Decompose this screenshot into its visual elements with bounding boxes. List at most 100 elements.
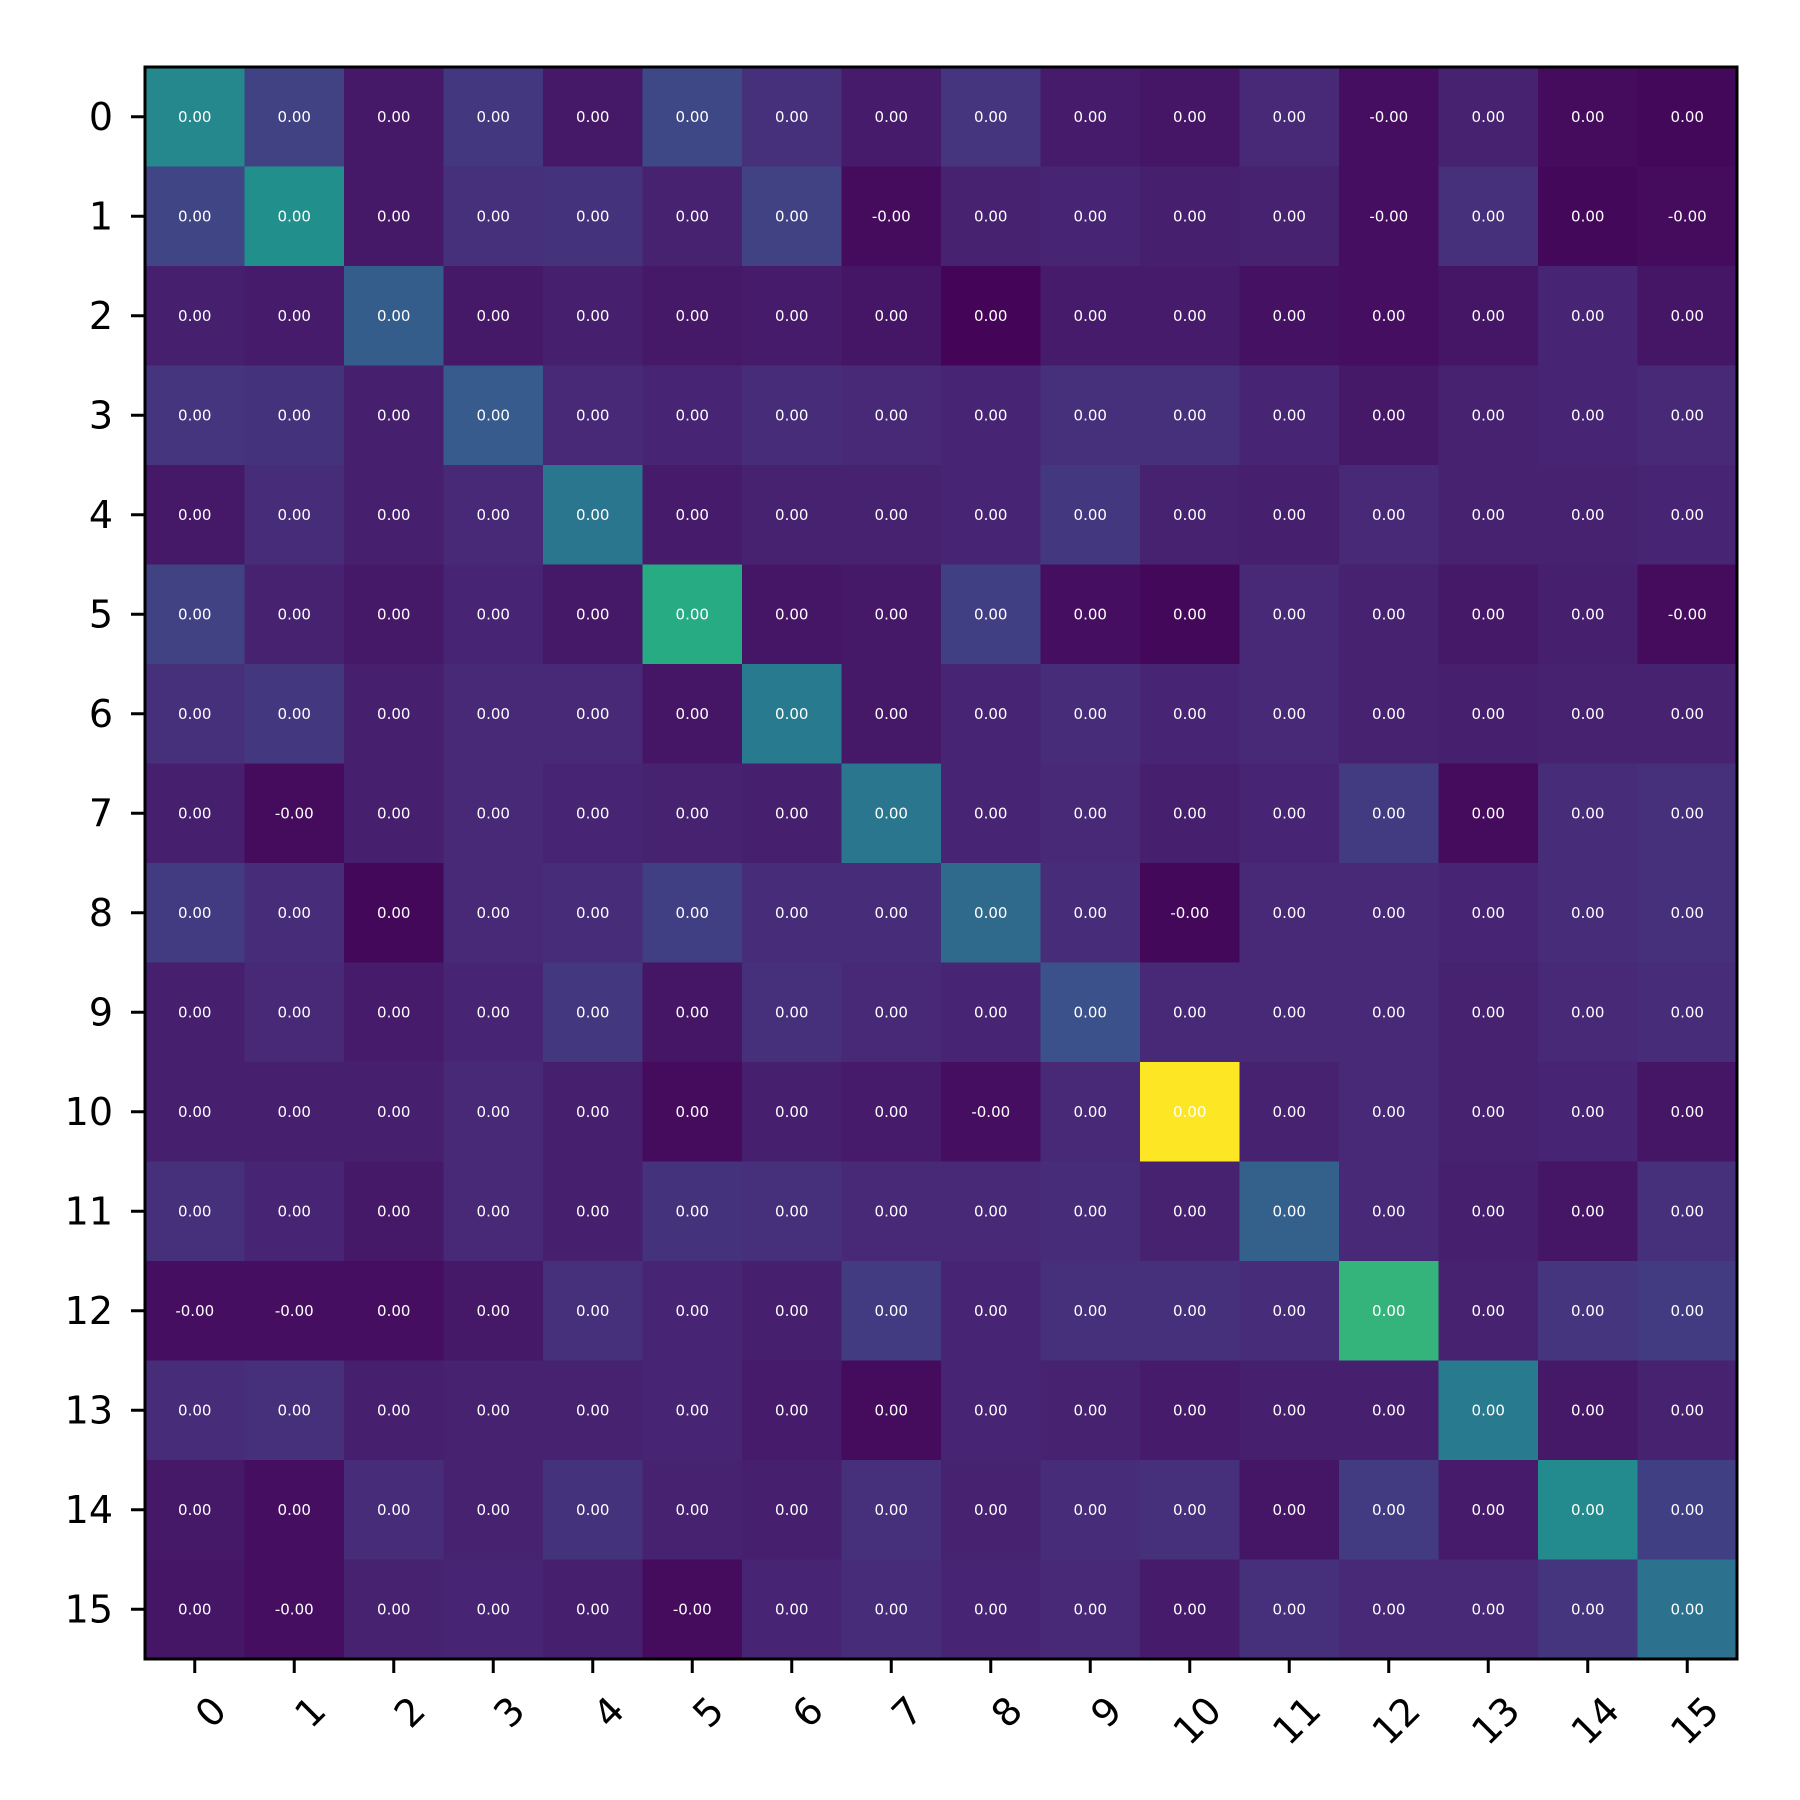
heatmap-cell-12-6 (742, 1261, 843, 1362)
cell-value-label: 0.00 (1173, 804, 1206, 822)
cell-value-label: 0.00 (377, 904, 410, 922)
heatmap-cell-1-12 (1339, 166, 1440, 267)
cell-value-label: 0.00 (775, 1302, 808, 1320)
heatmap-cell-11-5 (642, 1161, 743, 1262)
heatmap-cell-10-12 (1339, 1062, 1440, 1163)
heatmap-cell-9-2 (344, 962, 445, 1063)
heatmap-cell-15-8 (941, 1559, 1042, 1660)
heatmap-cell-13-6 (742, 1360, 843, 1461)
cell-value-label: 0.00 (875, 1302, 908, 1320)
cell-value-label: 0.00 (676, 1003, 709, 1021)
heatmap-cell-15-7 (841, 1559, 942, 1660)
cell-value-label: 0.00 (1472, 1600, 1505, 1618)
cell-value-label: 0.00 (1273, 1302, 1306, 1320)
heatmap-cell-13-11 (1239, 1360, 1340, 1461)
heatmap-cell-3-5 (642, 365, 743, 466)
cell-value-label: -0.00 (175, 1302, 214, 1320)
cell-value-label: 0.00 (1273, 506, 1306, 524)
x-tick-label: 0 (187, 1688, 235, 1736)
cell-value-label: 0.00 (1173, 108, 1206, 126)
heatmap-cell-10-11 (1239, 1062, 1340, 1163)
cell-value-label: 0.00 (477, 1302, 510, 1320)
cell-value-label: 0.00 (1472, 1401, 1505, 1419)
cell-value-label: 0.00 (676, 605, 709, 623)
heatmap-cell-0-3 (443, 67, 544, 168)
heatmap-cell-4-2 (344, 465, 445, 566)
cell-value-label: 0.00 (1571, 1302, 1604, 1320)
cell-value-label: 0.00 (1074, 605, 1107, 623)
cell-value-label: 0.00 (576, 1202, 609, 1220)
cell-value-label: 0.00 (576, 207, 609, 225)
cell-value-label: 0.00 (676, 1202, 709, 1220)
heatmap-cell-13-13 (1438, 1360, 1539, 1461)
heatmap-cell-11-3 (443, 1161, 544, 1262)
heatmap-cells (145, 67, 1738, 1660)
heatmap-cell-11-0 (145, 1161, 246, 1262)
cell-value-label: 0.00 (1571, 804, 1604, 822)
heatmap-cell-12-12 (1339, 1261, 1440, 1362)
heatmap-cell-2-0 (145, 266, 246, 367)
cell-value-label: 0.00 (477, 1401, 510, 1419)
x-tick-label: 3 (485, 1688, 533, 1736)
heatmap-cell-4-9 (1040, 465, 1141, 566)
cell-value-label: 0.00 (1571, 605, 1604, 623)
cell-value-label: 0.00 (377, 1003, 410, 1021)
cell-value-label: 0.00 (1074, 108, 1107, 126)
heatmap-cell-7-12 (1339, 763, 1440, 864)
heatmap-cell-3-6 (742, 365, 843, 466)
cell-value-label: 0.00 (875, 1501, 908, 1519)
heatmap-cell-10-15 (1637, 1062, 1738, 1163)
cell-value-label: 0.00 (775, 108, 808, 126)
x-tick-label: 15 (1662, 1688, 1727, 1753)
heatmap-cell-10-7 (841, 1062, 942, 1163)
y-tick-label: 3 (89, 393, 113, 437)
cell-value-label: 0.00 (178, 705, 211, 723)
heatmap-cell-1-5 (642, 166, 743, 267)
cell-value-label: 0.00 (1372, 1401, 1405, 1419)
cell-value-label: 0.00 (377, 804, 410, 822)
cell-value-label: 0.00 (1273, 1003, 1306, 1021)
cell-value-label: 0.00 (1472, 1302, 1505, 1320)
cell-value-label: 0.00 (1173, 605, 1206, 623)
cell-value-label: 0.00 (775, 207, 808, 225)
cell-value-label: 0.00 (1173, 207, 1206, 225)
heatmap-cell-0-8 (941, 67, 1042, 168)
heatmap-cell-4-8 (941, 465, 1042, 566)
heatmap-cell-14-5 (642, 1460, 743, 1561)
cell-value-label: 0.00 (1372, 605, 1405, 623)
heatmap-cell-15-14 (1538, 1559, 1639, 1660)
cell-value-label: 0.00 (1472, 307, 1505, 325)
heatmap-cell-2-4 (543, 266, 644, 367)
heatmap-cell-8-0 (145, 863, 246, 964)
cell-value-label: 0.00 (1273, 307, 1306, 325)
heatmap-cell-4-0 (145, 465, 246, 566)
heatmap-cell-3-10 (1140, 365, 1241, 466)
cell-value-label: 0.00 (775, 804, 808, 822)
heatmap-cell-8-5 (642, 863, 743, 964)
cell-value-label: 0.00 (974, 207, 1007, 225)
heatmap-cell-9-4 (543, 962, 644, 1063)
cell-value-label: 0.00 (1372, 705, 1405, 723)
cell-value-label: 0.00 (1372, 1600, 1405, 1618)
x-tick-label: 12 (1364, 1688, 1429, 1753)
heatmap-cell-5-1 (244, 564, 345, 665)
heatmap-cell-12-9 (1040, 1261, 1141, 1362)
heatmap-cell-2-13 (1438, 266, 1539, 367)
heatmap-cell-8-11 (1239, 863, 1340, 964)
y-tick-label: 5 (89, 592, 113, 636)
heatmap-cell-15-11 (1239, 1559, 1340, 1660)
cell-value-label: 0.00 (1074, 506, 1107, 524)
heatmap-cell-9-7 (841, 962, 942, 1063)
cell-value-label: 0.00 (377, 307, 410, 325)
cell-value-label: 0.00 (278, 1501, 311, 1519)
heatmap-cell-5-11 (1239, 564, 1340, 665)
heatmap-cell-7-1 (244, 763, 345, 864)
heatmap-cell-0-11 (1239, 67, 1340, 168)
heatmap-cell-3-13 (1438, 365, 1539, 466)
cell-value-label: 0.00 (576, 1003, 609, 1021)
heatmap-cell-15-5 (642, 1559, 743, 1660)
cell-value-label: 0.00 (477, 705, 510, 723)
cell-value-label: 0.00 (1372, 506, 1405, 524)
heatmap-cell-4-1 (244, 465, 345, 566)
heatmap-cell-10-1 (244, 1062, 345, 1163)
